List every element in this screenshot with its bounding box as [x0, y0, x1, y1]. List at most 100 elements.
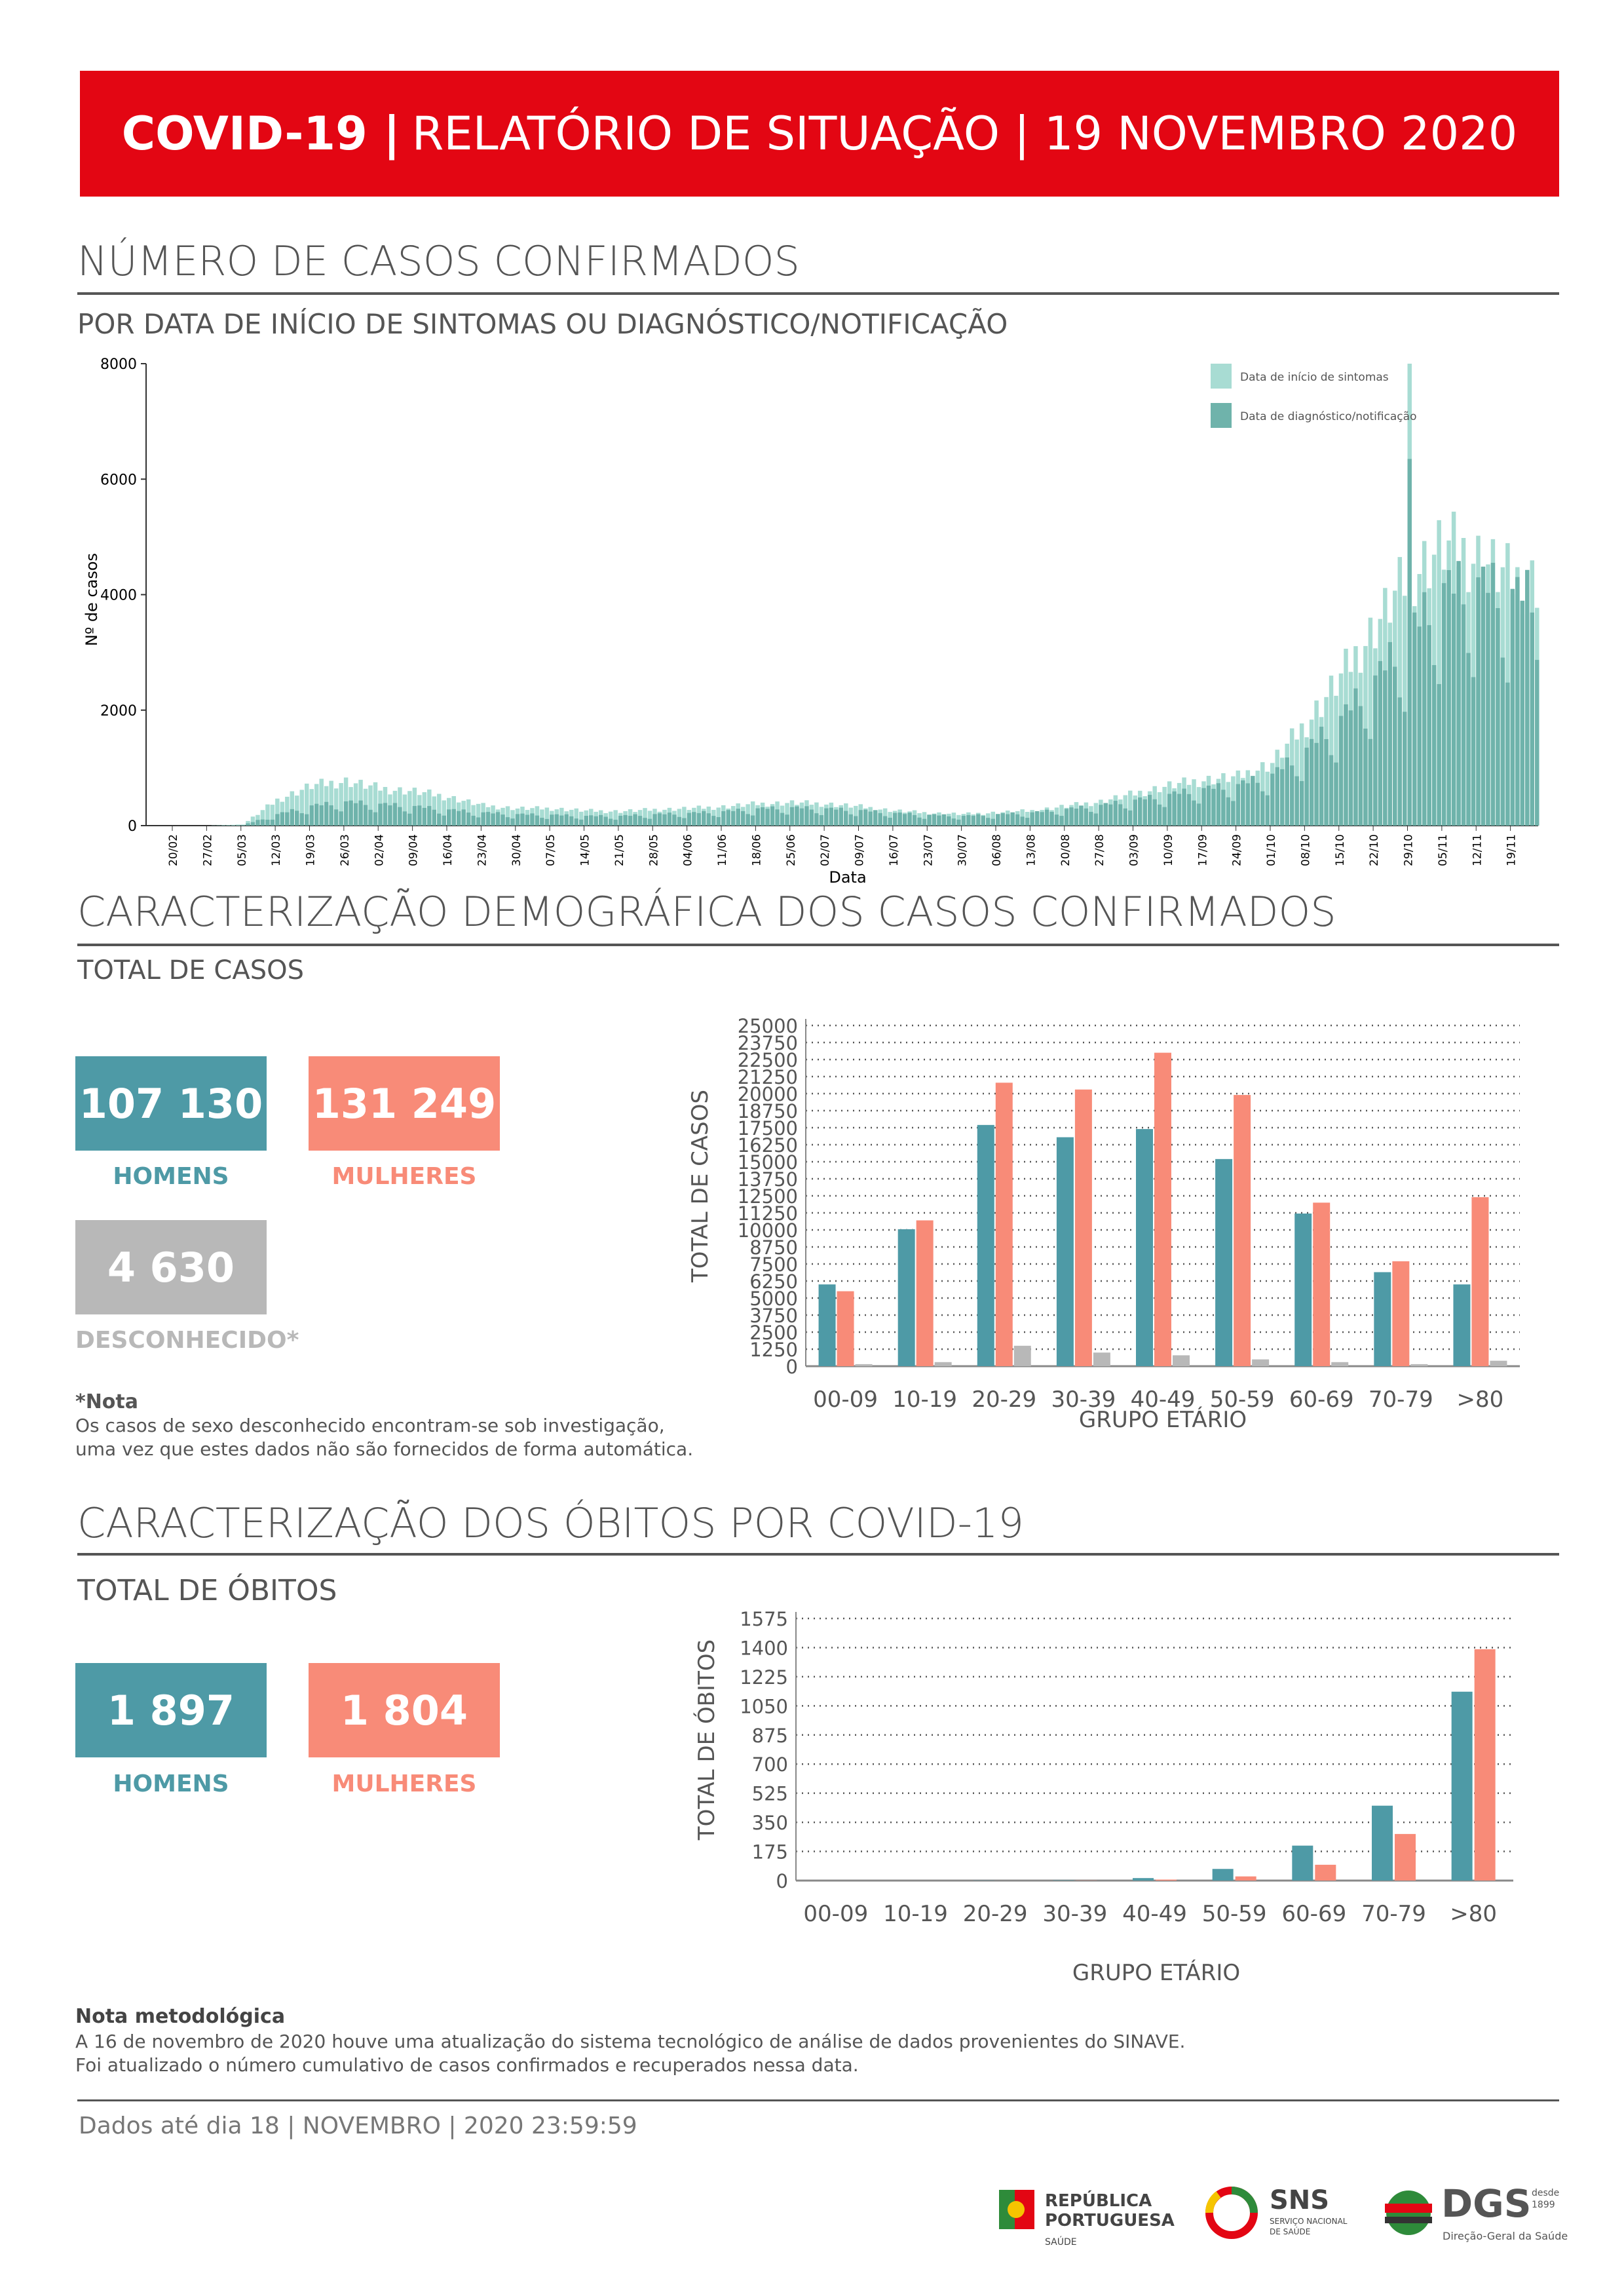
bar-mulheres [1315, 1864, 1336, 1881]
epi-xtick-label: 02/04 [373, 834, 386, 866]
epi-bar-diagnosis [1353, 688, 1358, 826]
epi-bar-diagnosis [917, 817, 922, 826]
epi-bar-diagnosis [775, 809, 780, 826]
epi-bar-diagnosis [897, 813, 902, 826]
men-deaths-label: HOMENS [113, 1770, 229, 1797]
epi-bar-diagnosis [1466, 653, 1471, 826]
epi-bar-diagnosis [1441, 583, 1446, 826]
section-cases-subtitle: POR DATA DE INÍCIO DE SINTOMAS OU DIAGNÓ… [77, 308, 1008, 340]
epi-bar-diagnosis [481, 812, 485, 826]
epi-bar-diagnosis [1476, 577, 1481, 826]
epi-bar-diagnosis [451, 809, 456, 826]
category-label: 50-59 [1210, 1387, 1275, 1413]
epi-bar-diagnosis [1118, 804, 1123, 826]
epi-xtick-label: 03/09 [1128, 834, 1141, 866]
category-label: 70-79 [1361, 1901, 1426, 1927]
category-label: 20-29 [972, 1387, 1036, 1413]
bar-mulheres [1471, 1197, 1489, 1366]
category-label: 00-09 [803, 1901, 868, 1927]
epi-bar-symptoms [579, 811, 584, 826]
epi-bar-diagnosis [295, 811, 299, 826]
epi-bar-diagnosis [780, 813, 785, 826]
section-divider [77, 1553, 1559, 1556]
epi-bar-diagnosis [349, 800, 353, 826]
men-deaths-box: 1 897 [75, 1663, 267, 1757]
bar-desconhecido [1173, 1355, 1190, 1366]
epi-bar-diagnosis [937, 815, 941, 826]
bar-homens [1056, 1137, 1074, 1366]
epi-bar-symptoms [407, 791, 412, 826]
epi-bar-symptoms [466, 799, 471, 826]
bar-homens [977, 1124, 994, 1366]
epi-bar-diagnosis [1471, 677, 1476, 826]
epi-bar-diagnosis [1378, 660, 1383, 826]
epi-bar-diagnosis [270, 819, 275, 826]
bar-homens [1451, 1691, 1473, 1881]
epi-bar-symptoms [750, 801, 755, 826]
epi-bar-diagnosis [417, 805, 422, 826]
deaths-grid [795, 1612, 1513, 1882]
epi-bar-diagnosis [844, 811, 848, 826]
epi-bar-diagnosis [584, 816, 588, 826]
bar-homens [1133, 1878, 1154, 1881]
epi-bar-diagnosis [339, 811, 343, 826]
epi-xtick-label: 08/10 [1299, 834, 1312, 866]
epi-bar-diagnosis [1152, 799, 1157, 826]
epi-bar-diagnosis [510, 818, 515, 826]
epi-xtick-label: 25/06 [785, 834, 798, 866]
epi-bar-diagnosis [716, 817, 721, 826]
epi-bar-diagnosis [1054, 814, 1059, 826]
epi-bar-symptoms [1162, 786, 1167, 826]
epi-bar-diagnosis [657, 813, 662, 826]
ytick-label: 12500 [738, 1185, 798, 1208]
epi-bar-diagnosis [868, 811, 873, 826]
epi-bar-diagnosis [363, 805, 368, 826]
ytick-label: 15000 [738, 1151, 798, 1174]
epi-bar-diagnosis [1344, 704, 1348, 826]
epi-bar-symptoms [1368, 617, 1373, 826]
epi-bar-diagnosis [1422, 592, 1427, 826]
epi-bar-diagnosis [495, 812, 500, 826]
epi-bar-diagnosis [1186, 794, 1192, 826]
epi-bar-symptoms [260, 810, 265, 826]
epi-bar-diagnosis [1446, 570, 1451, 826]
epi-bar-diagnosis [1103, 803, 1108, 826]
epi-xtick-label: 17/09 [1196, 834, 1209, 866]
dgs-logo: DGS desde 1899 Direção-Geral da Saúde [1382, 2179, 1579, 2251]
epi-bar-symptoms [682, 807, 687, 826]
deaths-bars [973, 1649, 1496, 1881]
ytick-label: 13750 [738, 1168, 798, 1191]
epi-bar-diagnosis [392, 803, 398, 826]
epi-bar-diagnosis [505, 817, 510, 826]
epi-bar-diagnosis [1074, 809, 1079, 826]
epi-xtick-label: 06/08 [991, 834, 1004, 866]
epi-bar-symptoms [1329, 676, 1334, 826]
epi-bar-diagnosis [1496, 608, 1500, 826]
epi-bar-diagnosis [1177, 794, 1182, 826]
epi-bar-diagnosis [1241, 780, 1245, 826]
epi-bar-diagnosis [1403, 712, 1407, 826]
section-deaths-subtitle: TOTAL DE ÓBITOS [77, 1574, 337, 1607]
epi-bar-diagnosis [941, 814, 947, 826]
epi-bar-symptoms [540, 809, 544, 826]
epi-bar-diagnosis [618, 816, 623, 826]
epi-bar-diagnosis [1289, 765, 1294, 826]
epi-bar-diagnosis [1157, 804, 1162, 826]
epi-bar-diagnosis [637, 816, 643, 826]
epi-xtick-label: 12/03 [270, 834, 283, 866]
epi-bar-diagnosis [1260, 791, 1265, 826]
epi-bar-diagnosis [726, 810, 730, 826]
epi-bar-diagnosis [1015, 814, 1020, 826]
epi-bar-diagnosis [882, 816, 888, 826]
epi-bar-diagnosis [1137, 797, 1142, 826]
epi-bar-diagnosis [1113, 801, 1118, 826]
epi-bar-symptoms [265, 804, 270, 826]
epi-bar-diagnosis [1221, 790, 1226, 826]
epi-bar-diagnosis [1461, 604, 1466, 826]
epi-xtick-label: 02/07 [819, 834, 832, 866]
epi-xlabel: Data [829, 868, 866, 887]
epi-bar-diagnosis [588, 815, 594, 826]
epi-bar-diagnosis [947, 816, 951, 826]
category-label: 20-29 [963, 1901, 1028, 1927]
bar-homens [1053, 1880, 1074, 1881]
